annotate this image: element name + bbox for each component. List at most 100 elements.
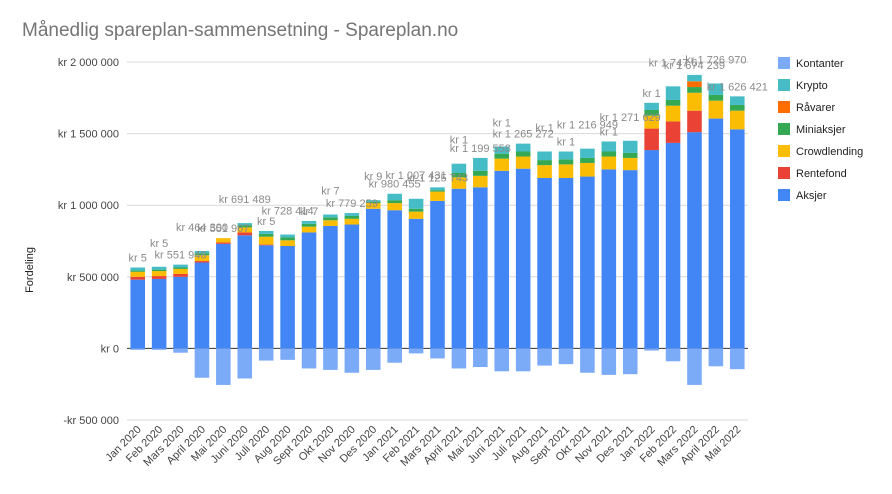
legend-swatch-miniaksjer — [778, 123, 790, 135]
bar-aksjer — [473, 187, 488, 349]
data-label: kr 1 — [642, 88, 660, 100]
data-label: kr 1 — [600, 126, 618, 138]
bar-aksjer — [130, 279, 145, 349]
bar-kontanter — [344, 348, 360, 373]
bar-krypto — [687, 74, 702, 82]
legend-label-rentefond: Rentefond — [796, 168, 847, 180]
bar-aksjer — [730, 129, 745, 349]
bar-aksjer — [194, 262, 210, 349]
bar-kontanter — [665, 348, 681, 362]
data-label: kr 1 — [450, 135, 468, 147]
bar-aksjer — [644, 150, 659, 349]
data-label: kr 1 — [535, 123, 553, 135]
bar-miniaksjer — [644, 109, 659, 116]
y-axis-ticks: kr 2 000 000 kr 1 500 000 kr 1 000 000 kr 5… — [58, 57, 119, 427]
bar-aksjer — [515, 168, 531, 349]
data-label: kr 7 — [321, 186, 339, 198]
data-label: kr 1 216 949 — [557, 120, 618, 132]
bar-rentefond — [644, 128, 659, 151]
bar-aksjer — [708, 118, 724, 349]
bar-crowdlending — [537, 165, 552, 178]
bar-kontanter — [216, 348, 231, 385]
bar-aksjer — [558, 177, 574, 349]
data-label: kr 980 455 — [369, 179, 421, 191]
bar-aksjer — [601, 169, 617, 349]
bar-aksjer — [344, 224, 360, 349]
data-label: kr 1 726 970 — [685, 54, 746, 66]
bar-crowdlending — [580, 162, 595, 177]
legend-swatch-rentefond — [778, 167, 790, 179]
bar-crowdlending — [730, 110, 745, 130]
y-tick-label: kr 500 000 — [67, 272, 119, 284]
bar-miniaksjer — [258, 233, 274, 237]
bar-miniaksjer — [173, 267, 188, 269]
data-label: kr 9 — [364, 171, 382, 183]
bar-rentefond — [258, 244, 274, 246]
bar-miniaksjer — [237, 225, 253, 228]
y-tick-label: kr 1 500 000 — [58, 129, 119, 141]
bar-crowdlending — [216, 238, 231, 243]
bar-krypto — [451, 163, 467, 173]
bar-krypto — [408, 198, 424, 209]
bar-aksjer — [173, 276, 188, 349]
bar-krypto — [194, 251, 210, 254]
bar-rentefond — [216, 242, 231, 244]
bar-crowdlending — [151, 271, 167, 277]
bar-aksjer — [408, 218, 424, 349]
bar-krypto — [558, 151, 574, 160]
bar-krypto — [365, 200, 381, 202]
bar-miniaksjer — [473, 170, 488, 176]
bar-aksjer — [365, 208, 381, 349]
bar-krypto — [130, 267, 145, 271]
bar-miniaksjer — [558, 159, 574, 165]
data-label: kr 5 — [129, 252, 147, 264]
bar-aksjer — [151, 278, 167, 349]
bar-miniaksjer — [280, 237, 295, 241]
bar-kontanter — [558, 348, 574, 365]
bar-crowdlending — [365, 203, 381, 209]
bar-crowdlending — [387, 203, 402, 211]
legend-label-crowdlending: Crowdlending — [796, 146, 863, 158]
chart-title: Månedlig spareplan-sammensetning - Spare… — [22, 20, 458, 41]
bar-miniaksjer — [130, 270, 145, 272]
bar-kontanter — [451, 348, 467, 369]
bar-krypto — [601, 141, 617, 152]
bar-miniaksjer — [408, 208, 424, 212]
bar-miniaksjer — [622, 152, 638, 158]
legend-swatch-crowdlending — [778, 145, 790, 157]
bar-crowdlending — [323, 220, 338, 226]
data-label: kr 5 — [257, 216, 275, 228]
bar-rentefond — [237, 232, 253, 236]
bar-kontanter — [301, 348, 317, 369]
bar-krypto — [665, 86, 681, 100]
bar-krypto — [644, 102, 659, 110]
bar-kontanter — [387, 348, 402, 363]
bar-krypto — [173, 264, 188, 268]
data-label: kr 7 — [300, 206, 318, 218]
bar-miniaksjer — [301, 223, 317, 227]
bar-aksjer — [216, 243, 231, 349]
bar-crowdlending — [173, 268, 188, 274]
y-tick-label: -kr 500 000 — [63, 415, 119, 427]
bar-krypto — [344, 213, 360, 216]
legend-swatch-aksjer — [778, 189, 790, 201]
bar-miniaksjer — [665, 99, 681, 106]
bar-krypto — [494, 146, 510, 154]
bar-miniaksjer — [515, 151, 531, 157]
bar-miniaksjer — [323, 217, 338, 221]
legend-label-kontanter: Kontanter — [796, 58, 844, 70]
bar-aksjer — [687, 132, 702, 349]
bar-crowdlending — [451, 177, 467, 189]
bar-krypto — [280, 234, 295, 238]
bar-kontanter — [622, 348, 638, 375]
bar-kontanter — [515, 348, 531, 372]
bar-rentefond — [194, 261, 210, 263]
bar-kontanter — [473, 348, 488, 368]
bar-crowdlending — [430, 191, 445, 201]
bar-crowdlending — [558, 164, 574, 178]
bar-kontanter — [537, 348, 552, 366]
bar-miniaksjer — [687, 87, 702, 93]
